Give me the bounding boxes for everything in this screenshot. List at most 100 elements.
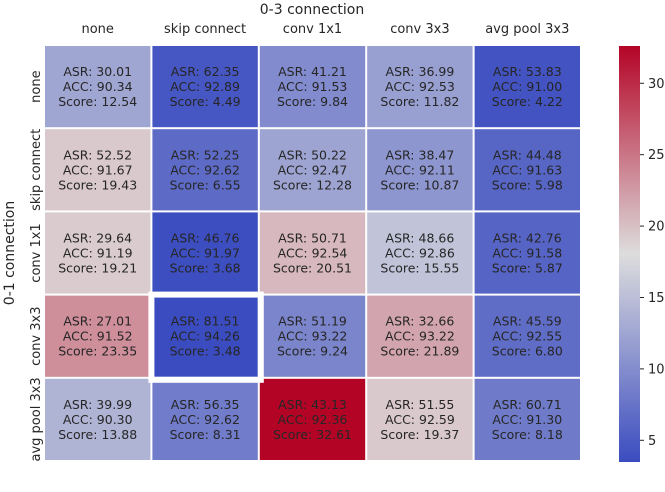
heatmap-cell [152,46,258,128]
column-label: conv 3x3 [390,22,449,37]
heatmap-cell [152,378,258,460]
x-axis-title: 0-3 connection [260,2,364,18]
cell-acc-label: ACC: 92.55 [492,329,562,344]
row-label: skip connect [29,129,44,211]
cell-score-label: Score: 11.82 [380,94,459,109]
cell-asr-label: ASR: 53.83 [493,64,562,79]
cell-score-label: Score: 3.68 [170,261,241,276]
cell-asr-label: ASR: 36.99 [386,64,455,79]
row-label: none [29,70,44,102]
heatmap-cell [259,295,366,377]
cell-acc-label: ACC: 92.62 [170,162,240,177]
cell-asr-label: ASR: 38.47 [386,147,455,162]
heatmap-cells [45,46,580,460]
heatmap-cell [45,46,151,128]
cell-asr-label: ASR: 50.22 [278,147,347,162]
cell-acc-label: ACC: 91.52 [63,329,133,344]
heatmap-cell [45,212,151,294]
cell-acc-label: ACC: 91.58 [492,246,562,261]
heatmap-cell [474,378,580,460]
row-label: avg pool 3x3 [29,377,44,461]
cell-acc-label: ACC: 92.11 [385,162,455,177]
cell-score-label: Score: 4.22 [492,94,563,109]
cell-acc-label: ACC: 91.00 [492,79,562,94]
cell-score-label: Score: 9.84 [277,94,348,109]
cell-score-label: Score: 3.48 [170,344,241,359]
cell-score-label: Score: 5.98 [492,177,563,192]
row-label: conv 1x1 [29,223,44,282]
heatmap-cell [152,212,258,294]
cell-asr-label: ASR: 52.52 [63,147,132,162]
row-label: conv 3x3 [29,306,44,365]
cell-asr-label: ASR: 52.25 [171,147,240,162]
colorbar-tick-label: 15 [648,291,665,306]
cell-asr-label: ASR: 29.64 [63,231,132,246]
colorbar [619,46,640,462]
cell-acc-label: ACC: 92.59 [385,412,455,427]
cell-score-label: Score: 20.51 [273,261,352,276]
cell-asr-label: ASR: 27.01 [63,314,132,329]
colorbar-tick-label: 10 [648,362,665,377]
cell-asr-label: ASR: 44.48 [493,147,562,162]
cell-acc-label: ACC: 91.63 [492,162,562,177]
heatmap-cell [367,212,473,294]
cell-score-label: Score: 8.18 [492,427,563,442]
heatmap-cell [259,46,366,128]
cell-score-label: Score: 12.54 [58,94,137,109]
cell-asr-label: ASR: 41.21 [278,64,347,79]
cell-acc-label: ACC: 91.30 [492,412,562,427]
heatmap-cell [474,295,580,377]
column-label: avg pool 3x3 [485,22,569,37]
cell-asr-label: ASR: 32.66 [386,314,455,329]
cell-acc-label: ACC: 92.86 [385,246,455,261]
cell-asr-label: ASR: 48.66 [386,231,455,246]
cell-acc-label: ACC: 93.22 [278,329,348,344]
heatmap-cell [152,129,258,211]
heatmap-cell [152,295,258,377]
cell-asr-label: ASR: 45.59 [493,314,562,329]
heatmap-cell [367,46,473,128]
cell-asr-label: ASR: 42.76 [493,231,562,246]
cell-asr-label: ASR: 51.19 [278,314,347,329]
colorbar-tick-label: 30 [648,77,665,92]
heatmap-cell [259,212,366,294]
cell-score-label: Score: 4.49 [170,94,241,109]
heatmap-cell [45,295,151,377]
colorbar-tick-label: 25 [648,148,665,163]
heatmap-cell [474,129,580,211]
cell-asr-label: ASR: 39.99 [63,397,132,412]
y-axis-title: 0-1 connection [2,201,18,305]
cell-acc-label: ACC: 92.47 [278,162,348,177]
cell-acc-label: ACC: 91.19 [63,246,133,261]
highlight-layer [148,291,264,383]
colorbar-ticks: 5 10 15 20 25 30 [640,77,665,449]
heatmap-cell [474,212,580,294]
cell-score-label: Score: 19.37 [380,427,459,442]
cell-score-label: Score: 23.35 [58,344,137,359]
heatmap-cell [367,378,473,460]
cell-acc-label: ACC: 94.26 [170,329,240,344]
cell-asr-label: ASR: 60.71 [493,397,562,412]
column-label: conv 1x1 [283,22,342,37]
cell-acc-label: ACC: 91.67 [63,162,133,177]
cell-acc-label: ACC: 92.36 [278,412,348,427]
cell-acc-label: ACC: 90.34 [63,79,133,94]
heatmap-cell [367,129,473,211]
heatmap-cell [259,378,366,460]
cell-score-label: Score: 12.28 [273,177,352,192]
cell-score-label: Score: 19.43 [58,177,137,192]
heatmap-cell [474,46,580,128]
cell-score-label: Score: 5.87 [492,261,563,276]
cell-acc-label: ACC: 93.22 [385,329,455,344]
colorbar-tick-label: 20 [648,220,665,235]
cell-asr-label: ASR: 51.55 [386,397,455,412]
cell-asr-label: ASR: 56.35 [171,397,240,412]
cell-asr-label: ASR: 50.71 [278,231,347,246]
column-labels: none skip connect conv 1x1 conv 3x3 avg pool… [81,22,569,37]
cell-score-label: Score: 8.31 [170,427,241,442]
cell-acc-label: ACC: 91.53 [278,79,348,94]
cell-acc-label: ACC: 92.62 [170,412,240,427]
cell-asr-label: ASR: 43.13 [278,397,347,412]
cell-asr-label: ASR: 46.76 [171,231,240,246]
